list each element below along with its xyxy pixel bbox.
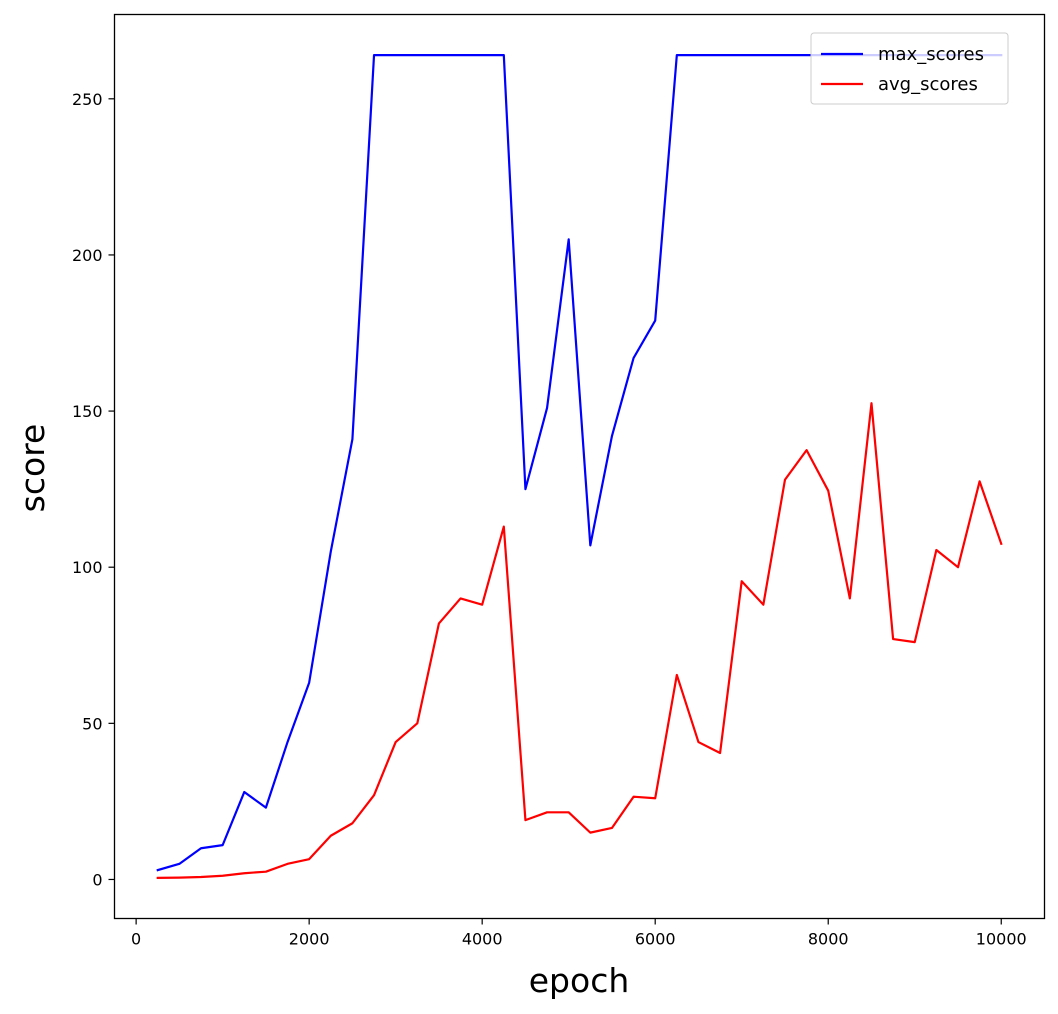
x-tick-label: 6000 [635, 930, 676, 949]
plot-frame [113, 13, 1046, 920]
legend-label-max-scores: max_scores [878, 44, 984, 65]
legend-entries: max_scores avg_scores [821, 44, 984, 95]
y-tick-label: 0 [92, 870, 102, 889]
x-axis-ticks: 0 2000 4000 6000 8000 10000 [131, 918, 1027, 949]
x-tick-label: 0 [131, 930, 141, 949]
y-axis-title: score [13, 424, 52, 513]
x-tick-label: 4000 [462, 930, 503, 949]
y-axis-ticks: 0 50 100 150 200 250 [72, 90, 115, 889]
legend: max_scores avg_scores [810, 32, 1009, 105]
series-line-avg-scores [156, 402, 1003, 880]
y-tick-label: 50 [82, 714, 102, 733]
y-tick-label: 200 [72, 246, 103, 265]
y-tick-label: 250 [72, 90, 103, 109]
legend-box [810, 32, 1009, 105]
x-tick-label: 10000 [976, 930, 1027, 949]
y-tick-label: 100 [72, 558, 103, 577]
y-tick-label: 150 [72, 402, 103, 421]
x-tick-label: 2000 [289, 930, 330, 949]
x-tick-label: 8000 [808, 930, 849, 949]
x-axis-title: epoch [529, 961, 630, 1000]
legend-label-avg-scores: avg_scores [878, 74, 978, 95]
